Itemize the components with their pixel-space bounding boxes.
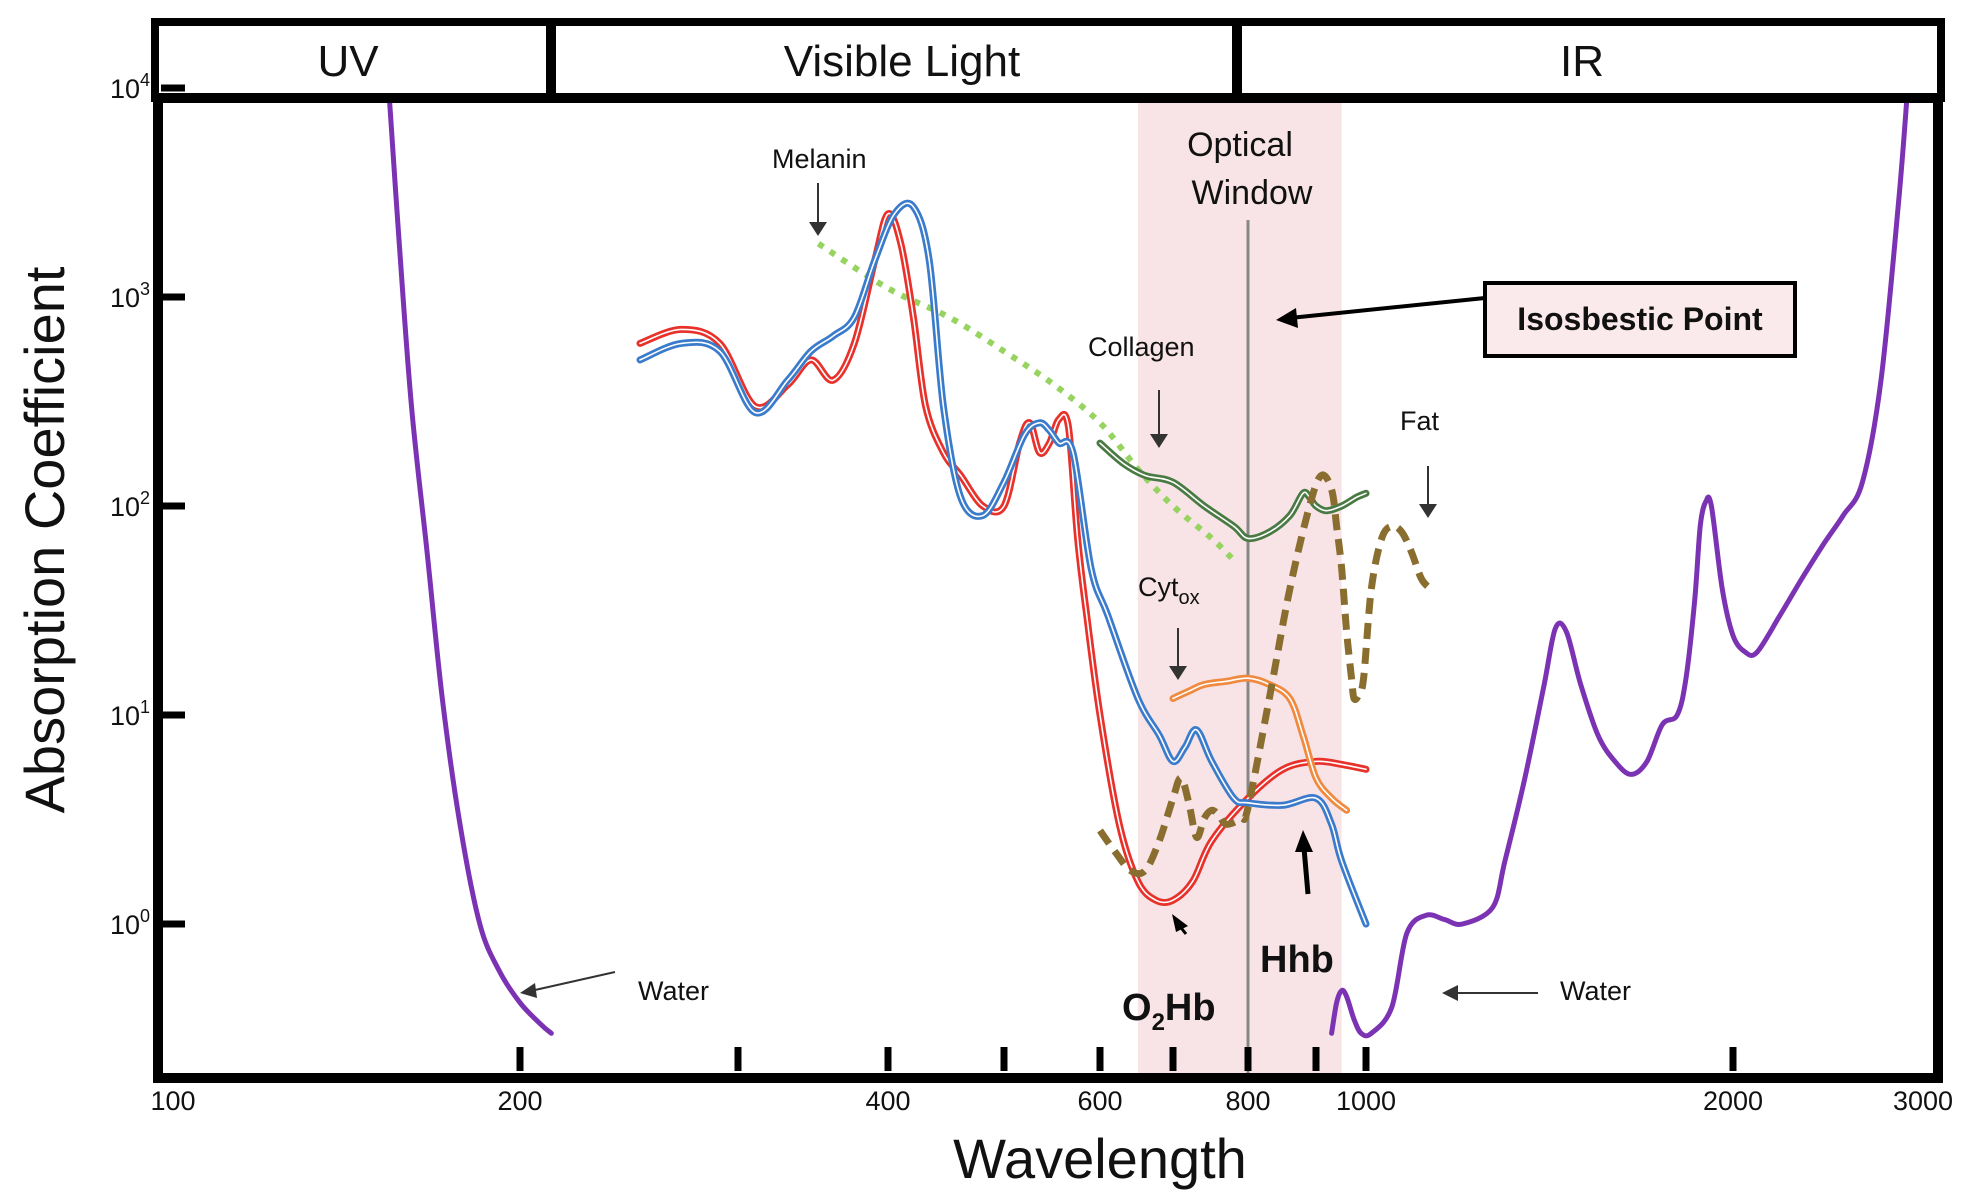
- axes: 100 200 400 600 800 1000 2000 3000 100 101 102 103 1…: [110, 70, 1953, 1116]
- series-fat-7: [1097, 471, 1434, 878]
- series-water-1: [1329, 103, 1910, 1039]
- annotation-water-ir: Water: [1560, 976, 1631, 1006]
- y-tick-label-0: 100: [110, 906, 150, 940]
- x-axis-title: Wavelength: [953, 1127, 1247, 1190]
- x-tick-label-1000: 1000: [1336, 1086, 1396, 1116]
- series-line: [1097, 471, 1434, 878]
- isosbestic-callout: Isosbestic Point: [1276, 281, 1797, 358]
- annotation-collagen: Collagen: [1088, 332, 1195, 362]
- series-line-inner: [1099, 442, 1367, 540]
- annotation-melanin: Melanin: [772, 144, 867, 174]
- series-line: [1329, 103, 1910, 1039]
- y-tick-label-2: 102: [110, 488, 150, 522]
- isosbestic-label: Isosbestic Point: [1517, 301, 1763, 337]
- annotation-water-uv: Water: [638, 976, 709, 1006]
- x-tick-label-100: 100: [150, 1086, 195, 1116]
- plot-area: [387, 103, 1910, 1073]
- series-hhb-4: [636, 199, 1370, 928]
- annotation-o2hb: O2Hb: [1122, 987, 1216, 1036]
- x-tick-label-800: 800: [1225, 1086, 1270, 1116]
- x-tick-label-400: 400: [865, 1086, 910, 1116]
- series-line-inner: [639, 202, 1367, 925]
- band-label-visible: Visible Light: [784, 37, 1020, 86]
- series-water-0: [387, 103, 554, 1036]
- y-tick-label-4: 104: [110, 70, 150, 104]
- annotation-fat: Fat: [1400, 406, 1440, 436]
- x-tick-label-600: 600: [1077, 1086, 1122, 1116]
- x-tick-label-200: 200: [497, 1086, 542, 1116]
- annotations: Melanin Collagen Fat Cytox Water Water O…: [520, 144, 1631, 1036]
- optical-window-band: [1137, 103, 1342, 1073]
- optical-window-label-line2: Window: [1192, 174, 1313, 212]
- y-axis-title: Absorption Coefficient: [13, 266, 76, 813]
- band-label-uv: UV: [317, 37, 379, 86]
- plot-frame: [153, 93, 1943, 1083]
- spectrum-band-header: UV Visible Light IR: [151, 18, 1945, 102]
- band-label-ir: IR: [1560, 37, 1604, 86]
- x-tick-label-3000: 3000: [1893, 1086, 1953, 1116]
- series-collagen-5: [1096, 439, 1370, 543]
- y-tick-label-1: 101: [110, 697, 150, 731]
- x-tick-label-2000: 2000: [1703, 1086, 1763, 1116]
- optical-window-label-line1: Optical: [1187, 126, 1293, 164]
- annotation-hhb: Hhb: [1260, 939, 1334, 981]
- series-line: [387, 103, 554, 1036]
- annotation-cytox: Cytox: [1138, 572, 1200, 609]
- y-tick-label-3: 103: [110, 279, 150, 313]
- series-layer: [387, 103, 1910, 1039]
